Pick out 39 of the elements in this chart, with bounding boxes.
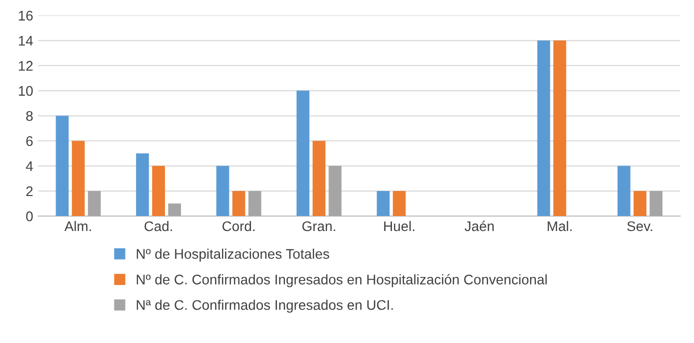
- legend-label: Nª de C. Confirmados Ingresados en UCI.: [136, 300, 393, 313]
- y-tick-label: 2: [26, 186, 33, 196]
- y-tick-label: 8: [26, 111, 33, 121]
- y-tick-label: 14: [18, 36, 33, 46]
- y-tick-label: 10: [18, 86, 33, 96]
- y-tick-label: 6: [26, 136, 33, 146]
- bar: [553, 40, 566, 216]
- bar: [136, 153, 149, 216]
- x-tick-label: Huel.: [384, 220, 414, 232]
- x-tick-label: Alm.: [64, 220, 91, 232]
- bar: [312, 140, 326, 216]
- x-tick-label: Jaén: [464, 220, 494, 232]
- x-tick-label: Cad.: [144, 220, 172, 232]
- x-tick-label: Sev.: [627, 221, 652, 232]
- bar: [650, 191, 662, 216]
- bar: [296, 90, 310, 216]
- y-tick-label: 16: [18, 10, 33, 21]
- x-tick-label: Cord.: [222, 220, 254, 232]
- y-tick-label: 12: [18, 60, 33, 71]
- bar: [376, 191, 390, 216]
- bar: [88, 191, 101, 216]
- x-tick-label: Mal.: [548, 220, 572, 232]
- x-tick-label: Gran.: [302, 221, 336, 232]
- bar: [168, 204, 182, 216]
- bar: [537, 40, 550, 216]
- legend-label: Nº de C. Confirmados Ingresados en Hospitalización Convencional: [136, 274, 547, 288]
- bar: [618, 166, 630, 216]
- bar: [72, 140, 85, 216]
- bar: [328, 166, 342, 216]
- bar: [392, 191, 406, 216]
- y-tick-label: 4: [26, 161, 33, 171]
- legend-label: Nº de Hospitalizaciones Totales: [136, 248, 330, 262]
- bar: [248, 191, 262, 216]
- y-tick-label: 0: [26, 211, 33, 222]
- bar: [56, 116, 69, 216]
- bar: [152, 166, 165, 216]
- bar: [232, 191, 246, 216]
- bar: [216, 166, 230, 216]
- bar: [634, 191, 646, 216]
